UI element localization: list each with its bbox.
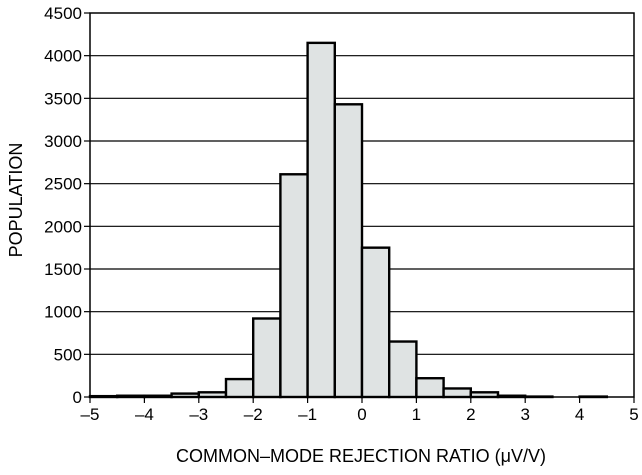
y-axis-title: POPULATION xyxy=(6,143,26,258)
bar-bin-11 xyxy=(389,342,416,397)
bar-bin-10 xyxy=(362,248,389,397)
y-tick-label-1: 500 xyxy=(54,345,82,364)
x-tick-label-5: 0 xyxy=(357,405,366,424)
bar-layer xyxy=(90,43,607,397)
y-tick-label-3: 1500 xyxy=(44,260,82,279)
x-tick-label-1: –4 xyxy=(135,405,154,424)
bar-bin-6 xyxy=(253,318,280,397)
bar-bin-13 xyxy=(444,388,471,397)
x-tick-label-0: –5 xyxy=(81,405,100,424)
x-axis-title: COMMON–MODE REJECTION RATIO (μV/V) xyxy=(176,446,546,466)
bar-bin-12 xyxy=(416,378,443,397)
bar-bin-9 xyxy=(335,104,362,397)
y-tick-label-2: 1000 xyxy=(44,303,82,322)
y-tick-label-6: 3000 xyxy=(44,132,82,151)
x-tick-label-8: 3 xyxy=(520,405,529,424)
x-tick-label-3: –2 xyxy=(244,405,263,424)
x-tick-label-6: 1 xyxy=(412,405,421,424)
x-tick-label-4: –1 xyxy=(298,405,317,424)
bar-bin-5 xyxy=(226,379,253,397)
x-tick-label-10: 5 xyxy=(629,405,638,424)
y-tick-label-8: 4000 xyxy=(44,47,82,66)
x-tick-label-2: –3 xyxy=(189,405,208,424)
y-tick-label-4: 2000 xyxy=(44,217,82,236)
y-tick-label-5: 2500 xyxy=(44,175,82,194)
y-tick-label-9: 4500 xyxy=(44,4,82,23)
y-tick-label-7: 3500 xyxy=(44,89,82,108)
y-tick-label-0: 0 xyxy=(73,388,82,407)
bar-bin-8 xyxy=(308,43,335,397)
x-tick-label-9: 4 xyxy=(575,405,584,424)
bar-bin-7 xyxy=(280,174,307,397)
x-tick-label-7: 2 xyxy=(466,405,475,424)
